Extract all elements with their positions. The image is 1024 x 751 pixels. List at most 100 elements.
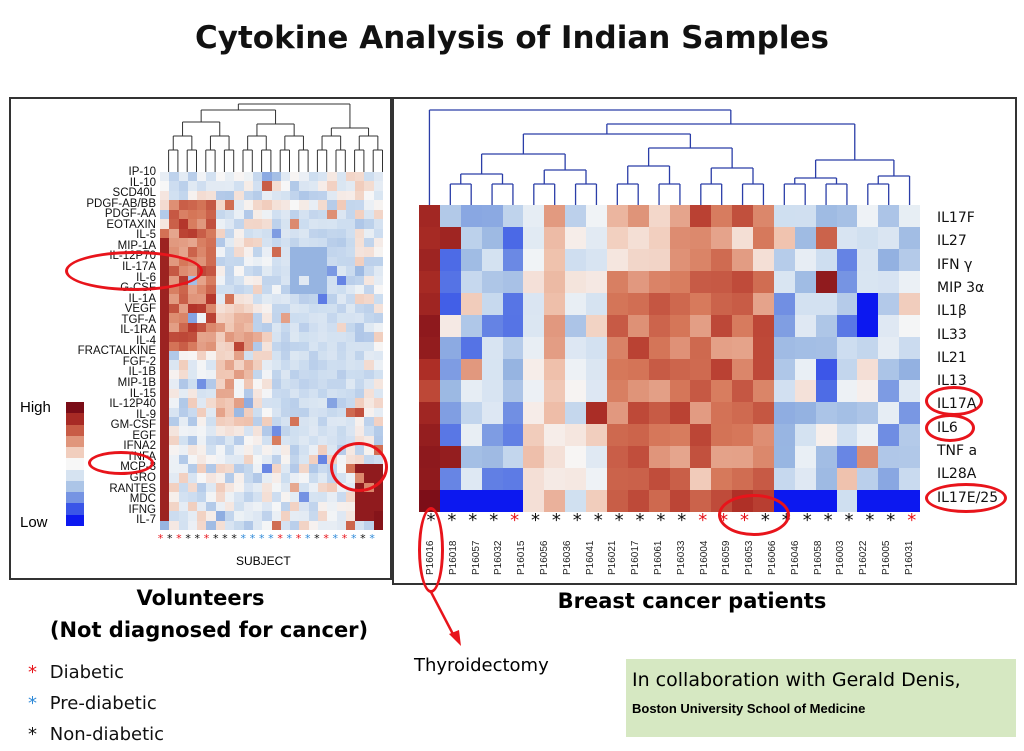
heatmap-cell [271,520,281,530]
heatmap-cell [271,416,281,427]
heatmap-cell [160,219,170,229]
patient-id-label: P16022 [858,540,870,575]
heatmap-cell [299,473,309,483]
heatmap-cell [317,482,328,493]
heatmap-cell [262,190,272,201]
heatmap-cell [308,247,318,257]
heatmap-cell [178,228,188,238]
heatmap-cell [187,181,198,191]
heatmap-cell [280,520,291,530]
heatmap-cell [178,190,188,201]
nondiabetic-star: * [28,724,37,745]
heatmap-cell [364,237,374,248]
heatmap-cell [753,468,774,491]
heatmap-cell [327,228,337,238]
heatmap-cell [586,468,607,491]
heatmap-cell [290,181,300,191]
heatmap-cell [160,464,170,474]
heatmap-cell [178,313,188,323]
heatmap-cell [345,341,356,351]
heatmap-cell [753,424,774,447]
left-row-label: IL-10 [129,176,156,189]
heatmap-cell [160,200,170,210]
heatmap-cell [857,424,879,447]
heatmap-cell [243,181,253,191]
heatmap-cell [364,219,374,229]
left-row-label: IL-7 [136,514,156,527]
heatmap-cell [299,492,309,502]
heatmap-cell [187,351,198,361]
heatmap-cell [345,313,356,323]
heatmap-cell [308,426,318,436]
heatmap-cell [373,219,383,229]
heatmap-cell [262,219,272,229]
heatmap-cell [502,336,524,359]
heatmap-cell [364,181,374,191]
heatmap-cell [252,416,263,427]
heatmap-cell [586,205,607,227]
heatmap-cell [327,341,337,351]
heatmap-cell [364,285,374,295]
heatmap-cell [355,181,365,191]
heatmap-cell [243,473,253,483]
heatmap-cell [299,464,309,474]
heatmap-cell [364,351,374,361]
heatmap-cell [836,314,858,337]
heatmap-cell [565,336,586,359]
heatmap-cell [290,379,300,389]
heatmap-cell [262,426,272,436]
heatmap-cell [225,266,235,276]
heatmap-cell [317,332,328,342]
heatmap-cell [290,435,300,446]
heatmap-cell [187,464,198,474]
heatmap-cell [544,468,566,491]
volunteers-subcaption: (Not diagnosed for cancer) [49,618,369,642]
heatmap-cell [373,266,383,276]
heatmap-cell [336,256,346,267]
patient-id-label: P16033 [675,540,687,575]
heatmap-cell [290,237,300,248]
heatmap-cell [252,473,263,483]
heatmap-cell [308,407,318,417]
highlight-oval-il17a-right [925,386,983,416]
heatmap-cell [345,492,356,502]
heatmap-cell [523,292,545,315]
heatmap-cell [586,446,607,469]
highlight-oval-il17e-right [925,483,1007,513]
heatmap-cell [419,248,440,271]
heatmap-cell [690,424,712,447]
heatmap-cell [169,360,179,370]
heatmap-cell [169,247,179,257]
heatmap-cell [523,205,545,227]
right-row-label: MIP 3α [937,279,985,296]
heatmap-cell [262,332,272,342]
heatmap-cell [317,473,328,483]
heatmap-cell [648,314,670,337]
heatmap-cell [308,435,318,446]
heatmap-cell [648,424,670,447]
heatmap-cell [460,468,482,491]
heatmap-cell [197,445,207,455]
heatmap-cell [169,407,179,417]
heatmap-cell [290,209,300,220]
heatmap-cell [355,435,365,446]
heatmap-cell [336,416,346,427]
heatmap-cell [773,446,795,469]
heatmap-cell [648,292,670,315]
heatmap-cell [187,407,198,417]
heatmap-cell [271,209,281,220]
patient-status-star: * [551,510,561,531]
highlight-oval-il17a [65,251,203,291]
heatmap-cell [234,445,244,455]
heatmap-cell [648,490,670,512]
heatmap-cell [290,482,300,493]
heatmap-cell [586,248,607,271]
heatmap-cell [160,190,170,201]
heatmap-cell [345,200,356,210]
heatmap-cell [197,407,207,417]
heatmap-cell [544,358,566,381]
heatmap-cell [187,247,198,257]
heatmap-cell [215,379,226,389]
heatmap-cell [280,426,291,436]
patient-status-star: * [698,510,708,531]
